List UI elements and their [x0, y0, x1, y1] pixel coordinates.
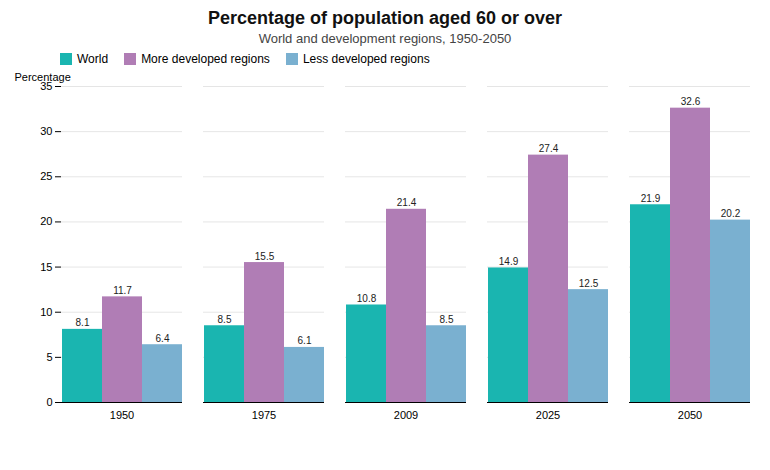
svg-text:2050: 2050 — [678, 409, 702, 421]
svg-text:1950: 1950 — [110, 409, 134, 421]
html-text:World and development regions,: World and development regions, 1950-2050 — [258, 31, 512, 46]
svg-text:5: 5 — [46, 351, 52, 363]
html-text:Percentage of population aged: Percentage of population aged 60 or over — [208, 8, 562, 28]
svg-text:8.1: 8.1 — [76, 317, 90, 328]
svg-text:2025: 2025 — [536, 409, 560, 421]
svg-text:6.4: 6.4 — [156, 333, 170, 344]
svg-text:32.6: 32.6 — [681, 96, 701, 107]
svg-text:6.1: 6.1 — [298, 335, 312, 346]
svg-text:27.4: 27.4 — [539, 143, 559, 154]
svg-text:30: 30 — [40, 125, 52, 137]
svg-text:8.5: 8.5 — [440, 314, 454, 325]
svg-text:15: 15 — [40, 261, 52, 273]
svg-text:25: 25 — [40, 170, 52, 182]
svg-text:11.7: 11.7 — [113, 285, 132, 296]
html-text:More developed regions: More developed regions — [141, 52, 270, 66]
svg-text:Percentage: Percentage — [15, 71, 71, 83]
svg-text:14.9: 14.9 — [499, 256, 519, 267]
svg-text:8.5: 8.5 — [218, 314, 232, 325]
svg-text:20: 20 — [40, 215, 52, 227]
svg-text:1975: 1975 — [252, 409, 276, 421]
svg-text:10.8: 10.8 — [357, 293, 377, 304]
svg-text:2009: 2009 — [394, 409, 418, 421]
svg-text:12.5: 12.5 — [579, 278, 599, 289]
svg-text:21.9: 21.9 — [641, 193, 661, 204]
html-text:Less developed regions: Less developed regions — [302, 52, 430, 66]
svg-text:21.4: 21.4 — [397, 197, 417, 208]
svg-text:35: 35 — [40, 80, 53, 92]
svg-text:0: 0 — [46, 396, 52, 408]
svg-text:10: 10 — [40, 306, 52, 318]
html-text:World: World — [77, 52, 109, 66]
svg-text:15.5: 15.5 — [255, 251, 275, 262]
svg-text:20.2: 20.2 — [721, 208, 741, 219]
